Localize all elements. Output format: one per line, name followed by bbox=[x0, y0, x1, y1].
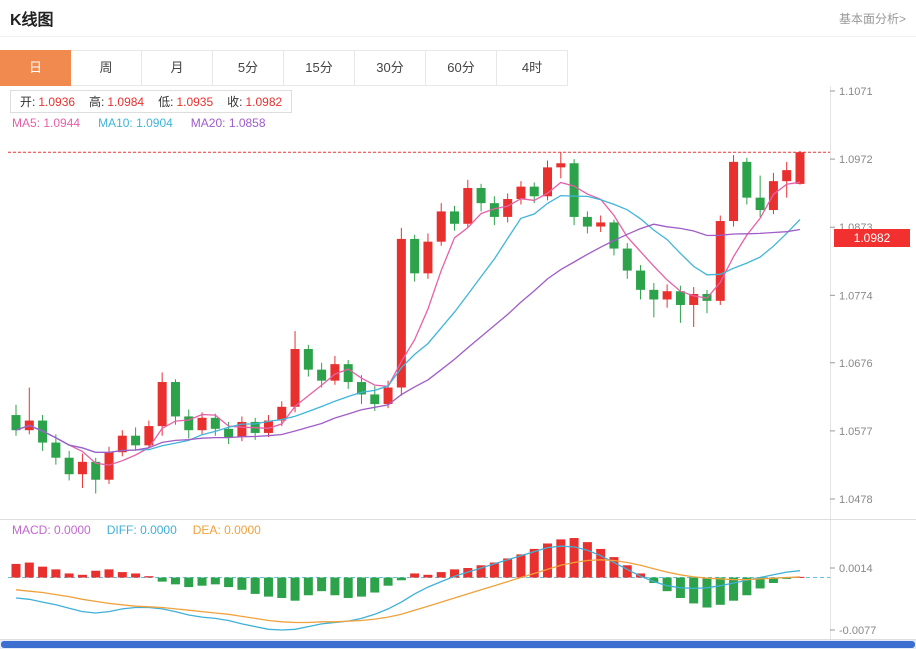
main-chart-panel: 1.1071 1.0972 1.0873 1.0774 1.0676 1.0577 1.04… bbox=[0, 86, 916, 520]
y-axis-tick-label: 1.0972 bbox=[839, 154, 873, 166]
open-value: 开: 1.0936 bbox=[20, 95, 76, 109]
header: K线图 基本面分析> bbox=[0, 0, 916, 37]
macd-panel: 0.0014 -0.0077 MACD: 0.0000 DIFF: 0.0000 … bbox=[0, 520, 916, 640]
ohlc-legend: 开: 1.0936 高: 1.0984 低: 1.0935 收: 1.0982 bbox=[10, 90, 293, 113]
tab-4hour[interactable]: 4时 bbox=[497, 50, 568, 86]
y-axis-tick-label: 1.0478 bbox=[839, 494, 873, 506]
ma20-line bbox=[15, 223, 801, 454]
high-value: 高: 1.0984 bbox=[89, 95, 145, 109]
dea-value: DEA: 0.0000 bbox=[192, 523, 261, 537]
close-value: 收: 1.0982 bbox=[227, 95, 283, 109]
tab-month[interactable]: 月 bbox=[142, 50, 213, 86]
ma-legend: MA5: 1.0944 MA10: 1.0904 MA20: 1.0858 bbox=[12, 116, 266, 130]
ma5-line bbox=[15, 181, 801, 466]
tab-15min[interactable]: 15分 bbox=[284, 50, 355, 86]
candlestick-series bbox=[11, 150, 805, 494]
tab-60min[interactable]: 60分 bbox=[426, 50, 497, 86]
macd-histogram bbox=[11, 538, 805, 608]
chart-area: 1.1071 1.0972 1.0873 1.0774 1.0676 1.0577 1.04… bbox=[0, 86, 916, 640]
ma10-line bbox=[15, 194, 801, 454]
tab-30min[interactable]: 30分 bbox=[355, 50, 426, 86]
interval-tabs: 日周月 5分 15分 30分 60分 4时 bbox=[0, 50, 916, 86]
chart-scrollbar[interactable] bbox=[0, 640, 916, 649]
dea-line bbox=[15, 559, 801, 624]
tab-5min[interactable]: 5分 bbox=[213, 50, 284, 86]
tab-day[interactable]: 日 bbox=[0, 50, 71, 86]
low-value: 低: 1.0935 bbox=[158, 95, 214, 109]
ma5-value: MA5: 1.0944 bbox=[12, 116, 81, 130]
y-axis-tick-label: 1.0577 bbox=[839, 426, 873, 438]
y-axis-tick-label: 1.1071 bbox=[839, 86, 873, 98]
macd-chart[interactable]: 0.0014 -0.0077 bbox=[0, 520, 916, 640]
diff-line bbox=[15, 545, 801, 631]
tab-week[interactable]: 周 bbox=[71, 50, 142, 86]
macd-legend: MACD: 0.0000 DIFF: 0.0000 DEA: 0.0000 bbox=[12, 523, 261, 537]
diff-value: DIFF: 0.0000 bbox=[106, 523, 177, 537]
y-axis-tick-label: 1.0676 bbox=[839, 358, 873, 370]
macd-value: MACD: 0.0000 bbox=[12, 523, 91, 537]
y-axis-tick-label: -0.0077 bbox=[839, 625, 876, 637]
candlestick-chart[interactable]: 1.10711.09721.08731.07741.06761.05771.04… bbox=[0, 86, 916, 520]
ma20-value: MA20: 1.0858 bbox=[190, 116, 266, 130]
page-title: K线图 bbox=[10, 12, 54, 29]
scrollbar-handle[interactable] bbox=[1, 641, 915, 648]
y-axis-tick-label: 0.0014 bbox=[839, 563, 873, 575]
current-price-badge: 1.0982 bbox=[834, 229, 910, 248]
y-axis-tick-label: 1.0774 bbox=[839, 290, 873, 302]
fundamental-analysis-link[interactable]: 基本面分析> bbox=[838, 11, 906, 26]
ma10-value: MA10: 1.0904 bbox=[98, 116, 173, 130]
